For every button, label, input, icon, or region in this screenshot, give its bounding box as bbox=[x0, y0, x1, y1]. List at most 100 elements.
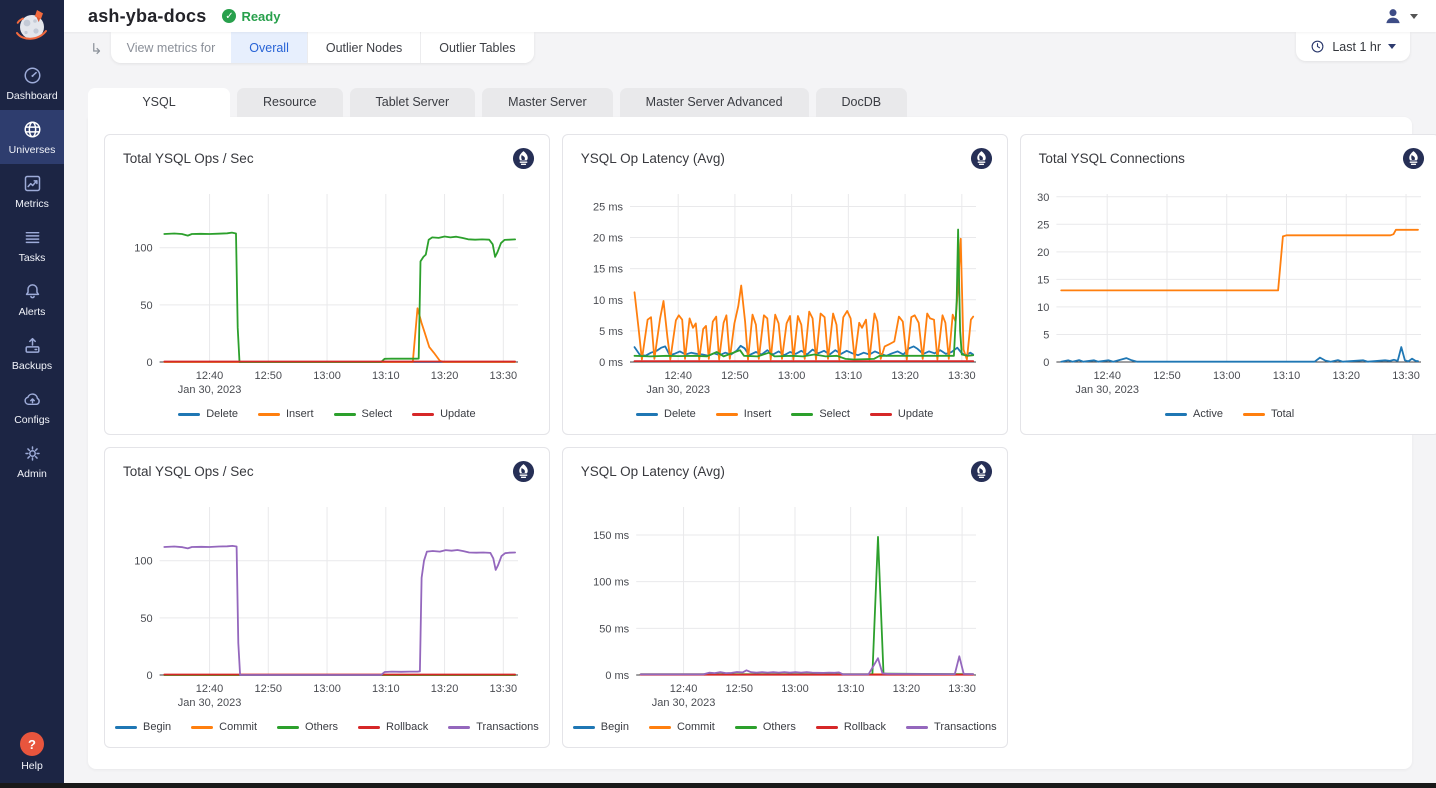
view-metrics-switcher: View metrics for OverallOutlier NodesOut… bbox=[111, 32, 534, 63]
chart-plot[interactable]: 12:40Jan 30, 202312:5013:0013:1013:2013:… bbox=[1031, 170, 1429, 404]
backups-icon bbox=[22, 335, 43, 356]
sidebar-item-help[interactable]: ? Help bbox=[20, 732, 44, 772]
yugabyte-logo-icon[interactable] bbox=[0, 0, 64, 52]
legend-item-update[interactable]: Update bbox=[412, 408, 475, 420]
time-range-picker[interactable]: Last 1 hr bbox=[1296, 32, 1410, 61]
legend-item-rollback[interactable]: Rollback bbox=[358, 721, 428, 733]
chart-title: Total YSQL Ops / Sec bbox=[123, 151, 254, 166]
main-content: ↳ View metrics for OverallOutlier NodesO… bbox=[64, 32, 1436, 788]
legend-swatch bbox=[1165, 413, 1187, 416]
legend-label: Transactions bbox=[934, 721, 997, 733]
svg-text:Jan 30, 2023: Jan 30, 2023 bbox=[178, 384, 242, 396]
prometheus-icon[interactable] bbox=[970, 147, 993, 170]
view-metrics-tab-outlier-nodes[interactable]: Outlier Nodes bbox=[307, 32, 420, 63]
legend-item-select[interactable]: Select bbox=[791, 408, 850, 420]
legend-item-insert[interactable]: Insert bbox=[716, 408, 772, 420]
user-menu[interactable] bbox=[1383, 6, 1418, 26]
legend-swatch bbox=[191, 726, 213, 729]
legend-swatch bbox=[358, 726, 380, 729]
svg-text:13:00: 13:00 bbox=[313, 683, 341, 695]
legend-item-total[interactable]: Total bbox=[1243, 408, 1294, 420]
legend-item-begin[interactable]: Begin bbox=[115, 721, 171, 733]
legend-swatch bbox=[716, 413, 738, 416]
svg-text:13:00: 13:00 bbox=[1213, 370, 1241, 382]
legend-item-others[interactable]: Others bbox=[735, 721, 796, 733]
tab-resource[interactable]: Resource bbox=[237, 88, 343, 117]
legend-item-select[interactable]: Select bbox=[334, 408, 393, 420]
chart-plot[interactable]: 12:40Jan 30, 202312:5013:0013:1013:2013:… bbox=[115, 170, 539, 404]
status-badge: ✓ Ready bbox=[222, 9, 280, 24]
sidebar: DashboardUniversesMetricsTasksAlertsBack… bbox=[0, 0, 64, 788]
sidebar-item-metrics[interactable]: Metrics bbox=[0, 164, 64, 218]
legend-item-rollback[interactable]: Rollback bbox=[816, 721, 886, 733]
tab-ysql[interactable]: YSQL bbox=[88, 88, 230, 117]
svg-text:100: 100 bbox=[134, 556, 152, 568]
chart-legend: Delete Insert Select Update bbox=[573, 404, 997, 426]
legend-swatch bbox=[636, 413, 658, 416]
legend-item-transactions[interactable]: Transactions bbox=[906, 721, 997, 733]
sidebar-item-configs[interactable]: Configs bbox=[0, 380, 64, 434]
tab-docdb[interactable]: DocDB bbox=[816, 88, 908, 117]
tab-master-server-advanced[interactable]: Master Server Advanced bbox=[620, 88, 809, 117]
legend-swatch bbox=[816, 726, 838, 729]
legend-label: Transactions bbox=[476, 721, 539, 733]
svg-text:20: 20 bbox=[1037, 247, 1049, 259]
legend-label: Begin bbox=[143, 721, 171, 733]
view-metrics-tab-outlier-tables[interactable]: Outlier Tables bbox=[420, 32, 533, 63]
svg-text:50: 50 bbox=[140, 300, 152, 312]
legend-label: Delete bbox=[664, 408, 696, 420]
svg-text:12:50: 12:50 bbox=[254, 683, 282, 695]
legend-item-begin[interactable]: Begin bbox=[573, 721, 629, 733]
chart-plot[interactable]: 12:40Jan 30, 202312:5013:0013:1013:2013:… bbox=[573, 170, 997, 404]
legend-item-active[interactable]: Active bbox=[1165, 408, 1223, 420]
legend-swatch bbox=[277, 726, 299, 729]
tab-master-server[interactable]: Master Server bbox=[482, 88, 613, 117]
legend-item-commit[interactable]: Commit bbox=[191, 721, 257, 733]
legend-item-others[interactable]: Others bbox=[277, 721, 338, 733]
svg-text:13:30: 13:30 bbox=[489, 683, 517, 695]
svg-text:0: 0 bbox=[146, 670, 152, 682]
sidebar-item-universes[interactable]: Universes bbox=[0, 110, 64, 164]
chart-legend: Active Total bbox=[1031, 404, 1429, 426]
sidebar-item-dashboard[interactable]: Dashboard bbox=[0, 56, 64, 110]
time-range-value: Last 1 hr bbox=[1332, 40, 1381, 54]
sidebar-item-alerts[interactable]: Alerts bbox=[0, 272, 64, 326]
prometheus-icon[interactable] bbox=[970, 460, 993, 483]
chart-card: Total YSQL Connections 12:40Jan 30, 2023… bbox=[1020, 134, 1436, 435]
legend-swatch bbox=[906, 726, 928, 729]
svg-text:Jan 30, 2023: Jan 30, 2023 bbox=[178, 697, 242, 709]
clock-icon bbox=[1310, 39, 1325, 54]
legend-label: Others bbox=[305, 721, 338, 733]
svg-text:12:40: 12:40 bbox=[196, 370, 224, 382]
chart-title: YSQL Op Latency (Avg) bbox=[581, 151, 725, 166]
chart-plot[interactable]: 12:40Jan 30, 202312:5013:0013:1013:2013:… bbox=[573, 483, 997, 717]
legend-label: Commit bbox=[677, 721, 715, 733]
sidebar-item-admin[interactable]: Admin bbox=[0, 434, 64, 488]
legend-item-commit[interactable]: Commit bbox=[649, 721, 715, 733]
prometheus-icon[interactable] bbox=[1402, 147, 1425, 170]
sidebar-item-tasks[interactable]: Tasks bbox=[0, 218, 64, 272]
svg-text:13:00: 13:00 bbox=[781, 683, 809, 695]
legend-item-insert[interactable]: Insert bbox=[258, 408, 314, 420]
chart-plot[interactable]: 12:40Jan 30, 202312:5013:0013:1013:2013:… bbox=[115, 483, 539, 717]
legend-swatch bbox=[870, 413, 892, 416]
tab-tablet-server[interactable]: Tablet Server bbox=[350, 88, 476, 117]
return-arrow-icon: ↳ bbox=[90, 40, 103, 58]
legend-label: Delete bbox=[206, 408, 238, 420]
prometheus-icon[interactable] bbox=[512, 147, 535, 170]
legend-label: Rollback bbox=[844, 721, 886, 733]
legend-item-delete[interactable]: Delete bbox=[636, 408, 696, 420]
legend-item-delete[interactable]: Delete bbox=[178, 408, 238, 420]
view-metrics-tab-overall[interactable]: Overall bbox=[231, 32, 307, 63]
legend-item-transactions[interactable]: Transactions bbox=[448, 721, 539, 733]
sidebar-item-backups[interactable]: Backups bbox=[0, 326, 64, 380]
svg-text:13:00: 13:00 bbox=[778, 370, 806, 382]
legend-label: Begin bbox=[601, 721, 629, 733]
legend-label: Update bbox=[898, 408, 933, 420]
svg-text:12:40: 12:40 bbox=[1093, 370, 1121, 382]
prometheus-icon[interactable] bbox=[512, 460, 535, 483]
svg-text:13:10: 13:10 bbox=[837, 683, 865, 695]
legend-label: Insert bbox=[286, 408, 314, 420]
legend-item-update[interactable]: Update bbox=[870, 408, 933, 420]
status-text: Ready bbox=[241, 9, 280, 24]
